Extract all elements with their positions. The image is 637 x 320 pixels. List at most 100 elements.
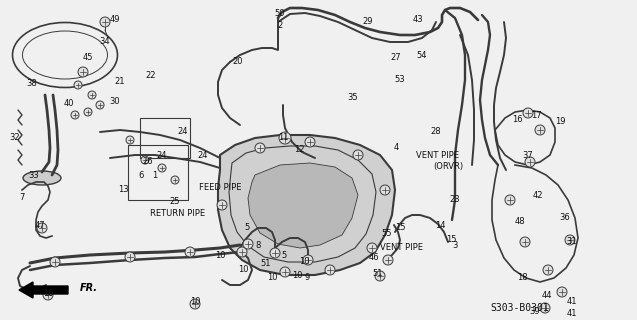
Circle shape [303, 255, 313, 265]
Polygon shape [248, 163, 358, 248]
Circle shape [535, 125, 545, 135]
Text: 46: 46 [369, 253, 379, 262]
Bar [128, 145, 188, 200]
Circle shape [84, 108, 92, 116]
Text: 32: 32 [10, 132, 20, 141]
Text: 41: 41 [567, 298, 577, 307]
Text: 3: 3 [452, 241, 458, 250]
Text: 25: 25 [169, 197, 180, 206]
Circle shape [280, 267, 290, 277]
Text: 35: 35 [348, 93, 358, 102]
Circle shape [190, 299, 200, 309]
Text: 30: 30 [110, 98, 120, 107]
Circle shape [96, 101, 104, 109]
Text: 2: 2 [277, 21, 283, 30]
Text: 16: 16 [512, 116, 522, 124]
Circle shape [270, 248, 280, 258]
Text: 49: 49 [110, 15, 120, 25]
Text: 17: 17 [531, 111, 541, 121]
Circle shape [505, 195, 515, 205]
Circle shape [375, 271, 385, 281]
Text: 24: 24 [178, 127, 189, 137]
Circle shape [74, 81, 82, 89]
Text: 45: 45 [83, 53, 93, 62]
Circle shape [78, 67, 88, 77]
Circle shape [237, 247, 247, 257]
Circle shape [37, 223, 47, 233]
Ellipse shape [23, 171, 61, 185]
Text: 21: 21 [115, 77, 125, 86]
Text: 48: 48 [515, 218, 526, 227]
Circle shape [88, 91, 96, 99]
Circle shape [540, 303, 550, 313]
Text: 41: 41 [567, 309, 577, 318]
Circle shape [43, 290, 53, 300]
Circle shape [367, 243, 377, 253]
Text: 33: 33 [29, 171, 39, 180]
Circle shape [543, 265, 553, 275]
Text: FR.: FR. [80, 283, 98, 293]
Circle shape [158, 164, 166, 172]
Circle shape [125, 252, 135, 262]
Circle shape [50, 257, 60, 267]
Text: 29: 29 [362, 18, 373, 27]
Text: 20: 20 [233, 58, 243, 67]
Text: 51: 51 [373, 269, 383, 278]
Text: 22: 22 [146, 70, 156, 79]
Circle shape [305, 137, 315, 147]
Text: 43: 43 [413, 15, 424, 25]
Circle shape [255, 143, 265, 153]
Text: 12: 12 [294, 146, 304, 155]
Text: 5: 5 [282, 252, 287, 260]
Text: 51: 51 [261, 259, 271, 268]
Circle shape [71, 111, 79, 119]
FancyArrow shape [19, 282, 68, 298]
Text: 10: 10 [292, 270, 302, 279]
Circle shape [171, 176, 179, 184]
Text: 42: 42 [533, 191, 543, 201]
Text: 10: 10 [215, 252, 225, 260]
Text: 4: 4 [394, 143, 399, 153]
Text: 10: 10 [238, 266, 248, 275]
Polygon shape [218, 135, 395, 275]
Text: 26: 26 [143, 157, 154, 166]
Circle shape [557, 287, 567, 297]
Text: 6: 6 [138, 171, 144, 180]
Text: 23: 23 [450, 196, 461, 204]
Text: 55: 55 [382, 229, 392, 238]
Text: 19: 19 [555, 117, 565, 126]
Text: 7: 7 [19, 194, 25, 203]
Text: 5: 5 [245, 223, 250, 233]
Text: 13: 13 [118, 186, 128, 195]
Circle shape [185, 247, 195, 257]
Text: S303-B0301: S303-B0301 [490, 303, 548, 313]
Text: 10: 10 [190, 298, 200, 307]
Circle shape [243, 239, 253, 249]
Text: VENT PIPE: VENT PIPE [380, 244, 424, 252]
Circle shape [353, 150, 363, 160]
Text: 11: 11 [278, 133, 289, 142]
Circle shape [126, 136, 134, 144]
Circle shape [217, 200, 227, 210]
Circle shape [565, 235, 575, 245]
Text: 10: 10 [267, 274, 277, 283]
Text: 14: 14 [434, 220, 445, 229]
Circle shape [380, 185, 390, 195]
Text: 40: 40 [64, 99, 75, 108]
Text: 54: 54 [417, 51, 427, 60]
Circle shape [525, 157, 535, 167]
Text: 50: 50 [275, 10, 285, 19]
Text: 47: 47 [34, 221, 45, 230]
Circle shape [523, 108, 533, 118]
Text: 34: 34 [99, 37, 110, 46]
Text: (ORVR): (ORVR) [433, 162, 463, 171]
Bar [140, 118, 190, 158]
Text: FEED PIPE: FEED PIPE [199, 183, 241, 193]
Text: 31: 31 [567, 237, 577, 246]
Text: 15: 15 [395, 223, 405, 233]
Text: 10: 10 [43, 289, 54, 298]
Text: 44: 44 [541, 291, 552, 300]
Text: VENT PIPE: VENT PIPE [417, 150, 459, 159]
Text: 10: 10 [299, 257, 309, 266]
Circle shape [325, 265, 335, 275]
